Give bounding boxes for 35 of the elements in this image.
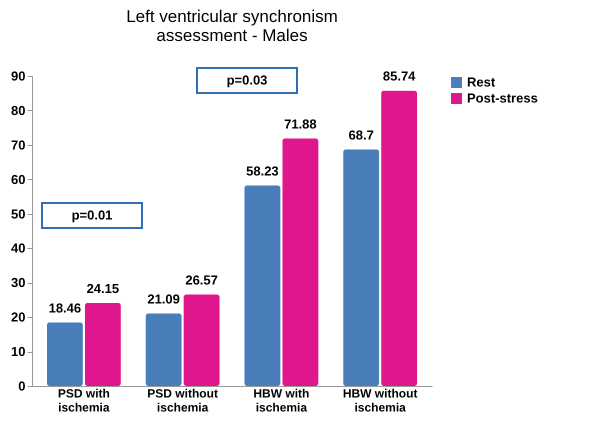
y-tick-label: 30 xyxy=(11,275,26,290)
y-tick-label: 10 xyxy=(11,344,26,360)
y-tick-label: 0 xyxy=(18,378,26,394)
annotation: p=0.03 xyxy=(226,72,268,88)
x-tick-label: PSD with ischemia xyxy=(58,386,110,414)
bar xyxy=(381,90,418,386)
x-tick-label: PSD without ischemia xyxy=(147,386,218,414)
bar xyxy=(46,322,83,386)
y-tick-label: 20 xyxy=(11,310,26,325)
bar xyxy=(84,302,121,386)
y-tick-label: 70 xyxy=(11,137,26,152)
data-label: 26.57 xyxy=(185,272,218,288)
chart-title: Left ventricular synchronism assessment - Males xyxy=(126,7,338,45)
bar xyxy=(244,185,280,386)
y-tick-label: 90 xyxy=(11,68,26,84)
legend-label: Rest xyxy=(467,74,496,90)
data-label: 58.23 xyxy=(246,163,279,178)
data-label: 68.7 xyxy=(348,127,374,142)
x-tick-label: HBW with ischemia xyxy=(253,386,310,414)
annotation: p=0.01 xyxy=(72,208,112,222)
data-label: 85.74 xyxy=(382,68,416,84)
data-label: 24.15 xyxy=(86,280,120,296)
y-tick-label: 50 xyxy=(11,206,26,222)
data-label: 18.46 xyxy=(48,300,82,316)
y-tick-label: 60 xyxy=(11,172,26,187)
y-tick-label: 40 xyxy=(11,240,26,256)
y-tick-label: 80 xyxy=(11,102,26,118)
data-label: 71.88 xyxy=(284,116,317,132)
data-label: 21.09 xyxy=(147,291,180,306)
bar xyxy=(282,138,318,386)
x-tick-label: HBW without ischemia xyxy=(342,386,418,414)
legend-label: Post-stress xyxy=(467,90,538,106)
bar xyxy=(146,313,182,386)
bar xyxy=(343,149,380,386)
bar xyxy=(184,294,220,386)
